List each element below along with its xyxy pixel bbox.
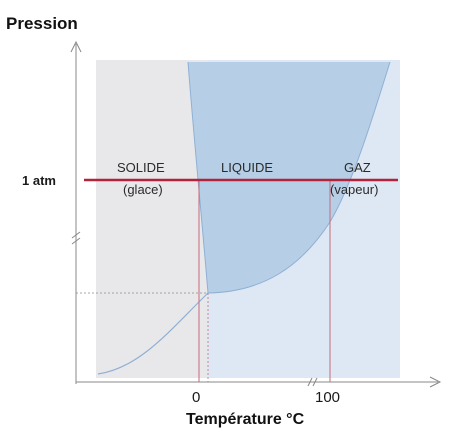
y-axis-title: Pression (6, 14, 78, 33)
gas-label: GAZ (344, 160, 371, 175)
y-tick-label-1atm: 1 atm (22, 173, 56, 188)
x-axis-break-icon (307, 377, 318, 387)
x-axis-title: Température °C (186, 411, 305, 428)
x-tick-label-100: 100 (315, 389, 340, 406)
liquid-region (188, 62, 390, 293)
y-axis-break-icon (71, 231, 81, 245)
solid-label: SOLIDE (117, 160, 165, 175)
gas-detail-label: (vapeur) (330, 182, 378, 197)
x-tick-label-0: 0 (192, 389, 200, 406)
solid-region (96, 60, 208, 378)
sublimation-curve (97, 292, 209, 375)
y-axis-arrow-icon (70, 40, 82, 53)
x-axis-arrow-icon (429, 376, 442, 388)
solid-detail-label: (glace) (123, 182, 163, 197)
liquid-label: LIQUIDE (221, 160, 273, 175)
